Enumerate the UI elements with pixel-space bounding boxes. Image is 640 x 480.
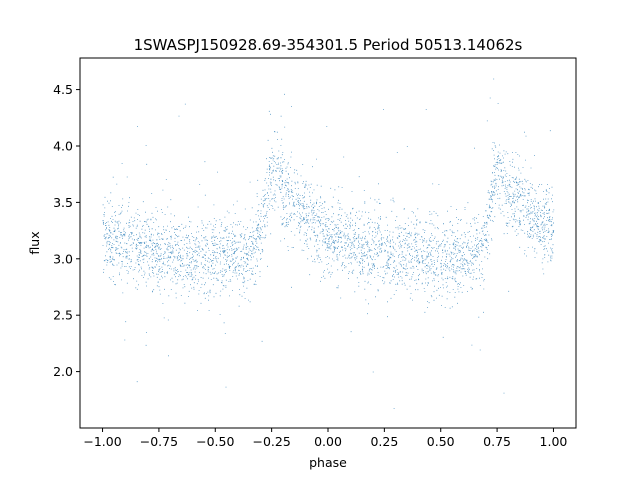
y-axis-ticks: 2.0 2.5 3.0 3.5 4.0 4.5 [53, 82, 80, 379]
chart-title: 1SWASPJ150928.69-354301.5 Period 50513.1… [134, 36, 523, 54]
x-tick-label: −1.00 [83, 434, 121, 449]
x-tick-label: 0.75 [483, 434, 511, 449]
x-tick-label: −0.50 [196, 434, 234, 449]
x-tick-label: −0.25 [252, 434, 290, 449]
y-tick-label: 3.5 [53, 195, 73, 210]
x-tick-label: 0.25 [370, 434, 398, 449]
x-axis-label: phase [309, 455, 347, 470]
y-tick-label: 2.0 [53, 364, 73, 379]
x-tick-label: 1.00 [540, 434, 568, 449]
y-tick-label: 4.5 [53, 82, 73, 97]
data-points [102, 78, 555, 409]
scatter-points [102, 78, 555, 409]
y-tick-label: 2.5 [53, 308, 73, 323]
x-tick-label: 0.00 [314, 434, 342, 449]
y-axis-label: flux [27, 231, 42, 254]
x-axis-ticks: −1.00 −0.75 −0.50 −0.25 0.00 0.25 0.50 0.75 1.00 [83, 428, 567, 449]
x-tick-label: 0.50 [427, 434, 455, 449]
y-tick-label: 4.0 [53, 138, 73, 153]
x-tick-label: −0.75 [140, 434, 178, 449]
y-tick-label: 3.0 [53, 251, 73, 266]
